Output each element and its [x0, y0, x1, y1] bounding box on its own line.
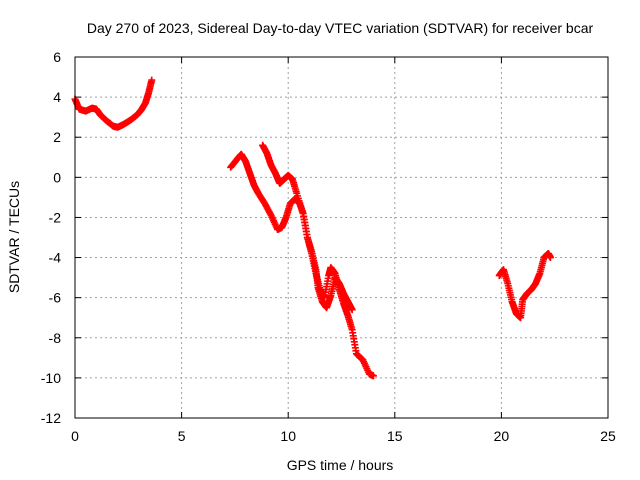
y-tick-label: -6 [49, 290, 62, 306]
chart-title: Day 270 of 2023, Sidereal Day-to-day VTE… [87, 20, 594, 36]
x-tick-label: 5 [178, 428, 186, 444]
data-point [348, 306, 356, 314]
grid [75, 57, 608, 418]
x-tick-label: 15 [387, 428, 403, 444]
data-points [71, 76, 554, 380]
y-axis-title: SDTVAR / TECUs [6, 181, 22, 293]
series-segment-1 [71, 76, 156, 131]
x-tick-label: 0 [71, 428, 79, 444]
axis-ticks [74, 56, 609, 419]
data-point [148, 76, 156, 84]
x-tick-label: 25 [600, 428, 616, 444]
x-axis-title: GPS time / hours [287, 457, 394, 473]
y-tick-label: -4 [49, 250, 62, 266]
y-tick-label: -2 [49, 209, 62, 225]
plot-frame [74, 56, 609, 419]
x-tick-label: 10 [280, 428, 296, 444]
y-tick-label: 6 [53, 49, 61, 65]
data-point [546, 254, 554, 262]
y-tick-label: 4 [53, 89, 61, 105]
y-tick-label: -12 [41, 410, 61, 426]
x-tick-label: 20 [494, 428, 510, 444]
y-tick-label: 0 [53, 169, 61, 185]
y-tick-label: -10 [41, 370, 61, 386]
y-tick-label: -8 [49, 330, 62, 346]
data-point [369, 372, 377, 380]
series-segment-2 [227, 150, 377, 380]
y-tick-label: 2 [53, 129, 61, 145]
series-segment-4 [495, 250, 554, 322]
series-segment-3 [259, 141, 356, 314]
